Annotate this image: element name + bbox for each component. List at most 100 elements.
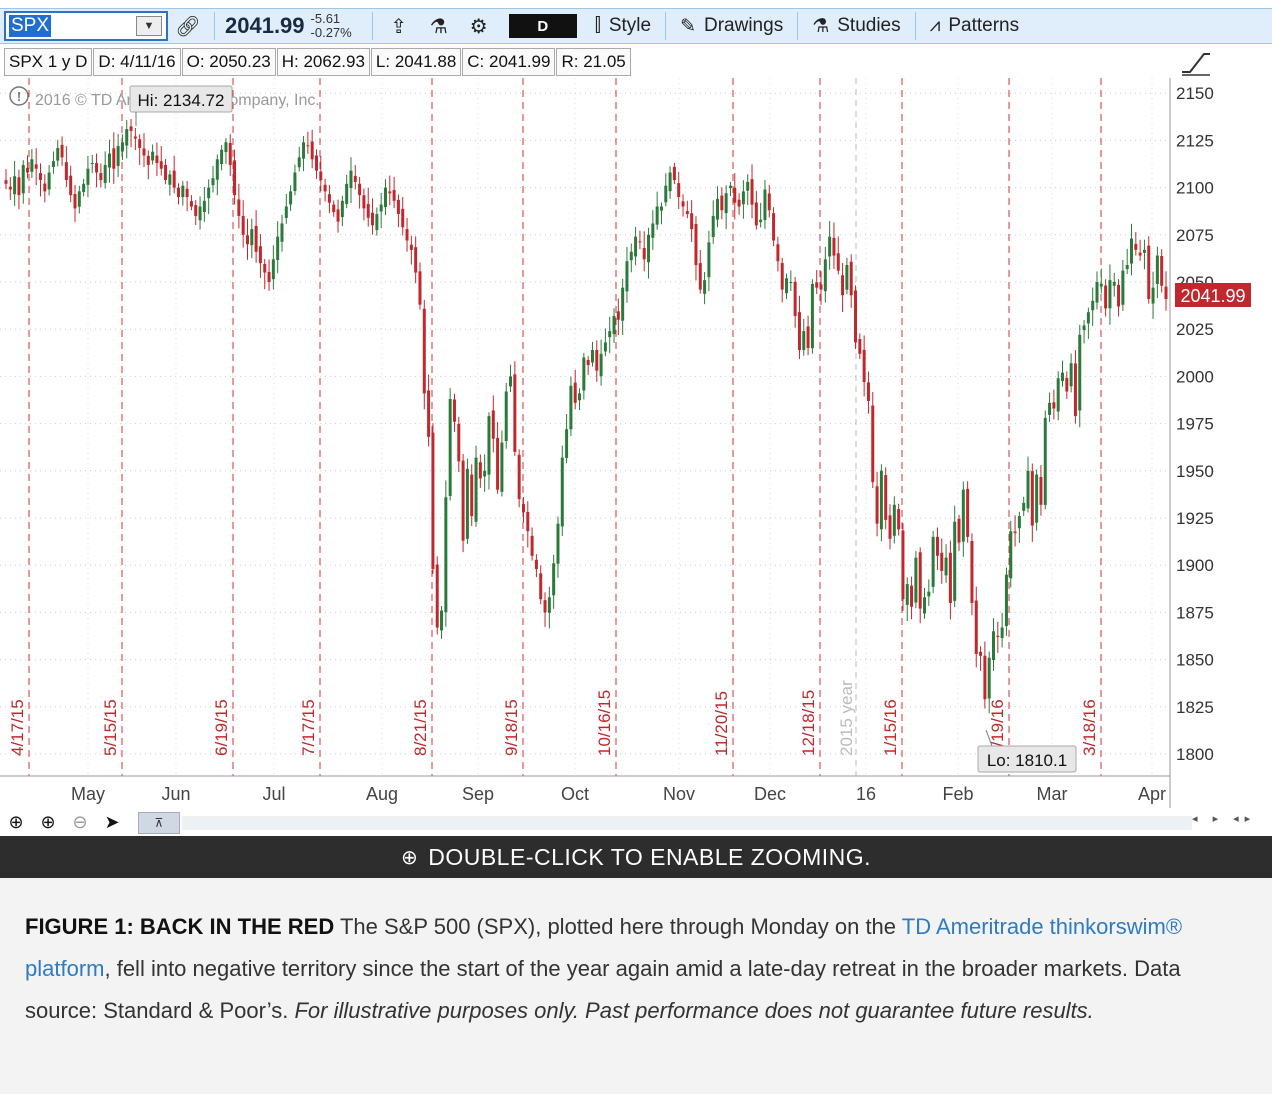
bottom-toolbar: ⊕ ⊕ ⊖ ➤ — [0, 808, 1272, 836]
candle-body — [772, 213, 776, 241]
candle-body — [202, 200, 206, 213]
candle-body — [297, 157, 301, 168]
candle-body — [302, 142, 306, 159]
x-tick-label: Jul — [262, 784, 285, 804]
aggregation-button[interactable]: D — [508, 14, 577, 38]
cursor-icon[interactable]: ➤ — [104, 811, 120, 832]
candle-body — [306, 145, 310, 147]
candle-body — [1030, 471, 1034, 526]
candle-body — [724, 193, 728, 214]
candle-body — [608, 331, 612, 338]
candle-body — [1078, 334, 1082, 411]
share-icon[interactable]: ⇪ — [390, 15, 408, 38]
candle-body — [366, 203, 370, 218]
symbol-input[interactable]: SPX ▼ — [4, 11, 168, 41]
candle-body — [1082, 325, 1086, 331]
candle-body — [690, 213, 694, 230]
candle-body — [884, 475, 888, 520]
scroll-arrows[interactable]: ◂ ▸ ◂▸ — [1192, 813, 1257, 825]
expiration-label: 6/19/15 — [212, 699, 231, 756]
candle-body — [573, 382, 577, 403]
link-icon[interactable]: 🔗︎ — [175, 15, 201, 38]
candle-body — [737, 199, 741, 207]
candle-body — [647, 234, 651, 263]
info-close: C: 2041.99 — [462, 48, 556, 76]
candle-body — [905, 584, 909, 605]
zoom-out-icon[interactable]: ⊖ — [72, 811, 88, 832]
figure-label: FIGURE 1: BACK IN THE RED — [25, 914, 335, 939]
candle-body — [1061, 372, 1065, 382]
patterns-menu[interactable]: ⩘ Patterns — [930, 15, 1019, 37]
candle-body — [17, 177, 21, 196]
candle-body — [664, 185, 668, 203]
candle-body — [992, 631, 996, 661]
candle-body — [435, 564, 439, 628]
alert-icon-mark: ! — [17, 89, 21, 104]
candle-body — [776, 244, 780, 262]
candle-body — [189, 201, 193, 207]
candle-body — [207, 187, 211, 199]
price-chart[interactable]: 4/17/15 5/15/15 6/19/15 7/17/15 8/21/15 9/18/… — [0, 0, 1272, 836]
candle-body — [539, 573, 543, 600]
candle-body — [1000, 627, 1004, 639]
candle-body — [642, 247, 646, 260]
chart-frame: SPX ▼ 🔗︎ 2041.99 -5.61 -0.27% ⇪ ⚗ ⚙ D ⫿ … — [0, 0, 1272, 836]
info-period[interactable]: SPX 1 y D — [4, 48, 93, 76]
info-high: H: 2062.93 — [276, 48, 370, 76]
zoom-banner[interactable]: ⊕ DOUBLE-CLICK TO ENABLE ZOOMING. — [0, 836, 1272, 878]
candle-body — [64, 162, 68, 181]
toolbar-divider — [214, 12, 215, 40]
horizontal-scrollbar[interactable] — [182, 816, 1192, 830]
year-divider-label: 2015 year — [837, 680, 856, 756]
candle-body — [987, 657, 991, 699]
candle-body — [526, 511, 530, 532]
scroll-reset-button[interactable]: ⊼ — [138, 812, 180, 834]
flask-icon[interactable]: ⚗ — [429, 15, 448, 38]
candle-body — [409, 244, 413, 250]
symbol-dropdown-icon[interactable]: ▼ — [136, 16, 162, 36]
candle-body — [1017, 516, 1021, 529]
x-tick-label: Mar — [1037, 784, 1068, 804]
candle-body — [448, 399, 452, 496]
candle-body — [828, 236, 832, 257]
candle-body — [517, 454, 521, 500]
candle-body — [185, 188, 189, 198]
candle-body — [957, 518, 961, 543]
symbol-text[interactable]: SPX — [9, 15, 52, 37]
y-tick-label: 2000 — [1176, 367, 1214, 386]
candle-body — [612, 315, 616, 335]
candle-body — [595, 350, 599, 371]
candle-body — [422, 308, 426, 394]
chart-settings-icon[interactable] — [1178, 48, 1212, 76]
studies-menu[interactable]: ⚗ Studies — [812, 15, 900, 38]
last-price: 2041.99 — [225, 13, 305, 38]
candle-body — [289, 191, 293, 205]
candle-body — [82, 183, 86, 192]
candle-body — [716, 198, 720, 220]
gear-icon[interactable]: ⚙ — [469, 15, 488, 38]
candle-body — [254, 225, 258, 252]
price-change: -5.61 -0.27% — [311, 12, 352, 40]
style-menu[interactable]: ⫿ Style — [595, 15, 651, 37]
candle-body — [629, 251, 633, 261]
candle-body — [910, 585, 914, 607]
crosshair-icon[interactable]: ⊕ — [8, 811, 24, 832]
candle-body — [349, 170, 353, 189]
candle-body — [504, 391, 508, 442]
candle-body — [483, 470, 487, 477]
platform-link[interactable]: TD Ameritrade thinkorswim® platform — [25, 914, 1183, 981]
zoom-in-icon[interactable]: ⊕ — [40, 811, 56, 832]
candle-body — [547, 597, 551, 613]
candle-body — [1022, 502, 1026, 511]
candle-body — [1125, 265, 1129, 270]
candle-body — [621, 287, 625, 321]
candle-body — [465, 468, 469, 539]
x-tick-label: Dec — [754, 784, 786, 804]
expiration-label: 5/15/15 — [101, 699, 120, 756]
candle-body — [1155, 255, 1159, 284]
x-tick-label: Jun — [161, 784, 190, 804]
drawings-menu[interactable]: ✎ Drawings — [680, 15, 783, 38]
candle-body — [323, 184, 327, 192]
candle-body — [383, 187, 387, 208]
candle-body — [129, 126, 133, 131]
